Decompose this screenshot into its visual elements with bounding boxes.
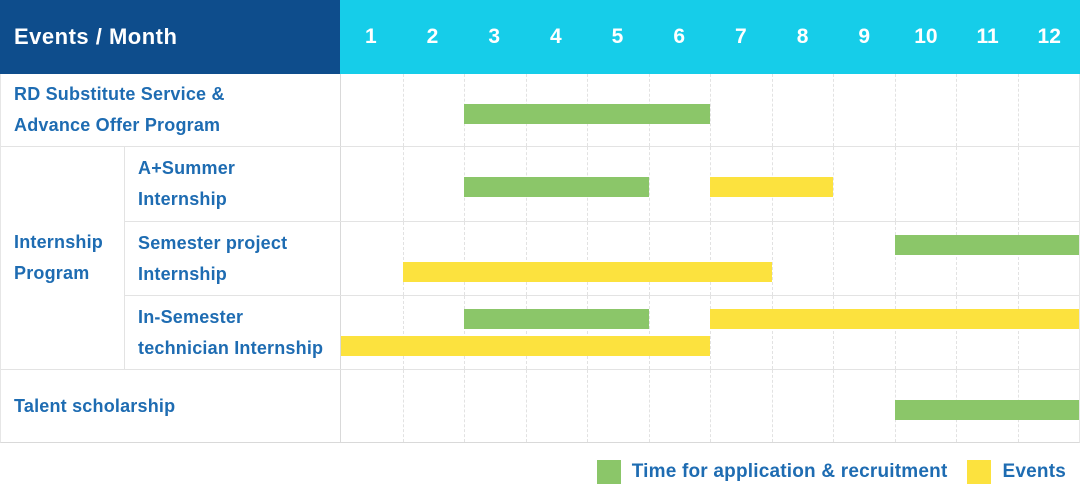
month-label: 6 xyxy=(673,25,686,48)
table-row: In-Semester technician Internship xyxy=(124,295,1079,369)
row-line: RD Substitute Service & Advance Offer Pr… xyxy=(1,74,1079,146)
gantt-bar-green xyxy=(894,400,1079,420)
row-label: A+Summer Internship xyxy=(124,147,340,221)
month-gridline xyxy=(525,222,527,295)
legend-item: Events xyxy=(967,460,1066,484)
month-gridline xyxy=(771,296,773,369)
month-gridline xyxy=(894,222,896,295)
month-gridline xyxy=(648,222,650,295)
legend-label: Events xyxy=(1002,461,1066,482)
month-label: 12 xyxy=(1037,25,1061,48)
month-gridline xyxy=(894,74,896,146)
legend-swatch-yellow xyxy=(967,460,992,484)
month-label: 4 xyxy=(550,25,562,48)
month-gridline xyxy=(956,147,957,221)
month-gridline xyxy=(894,296,896,369)
month-gridline xyxy=(710,222,711,295)
month-label: 5 xyxy=(611,25,624,48)
row-label: Talent scholarship xyxy=(14,395,176,416)
legend-item: Time for application & recruitment xyxy=(596,460,948,484)
gantt-bar-green xyxy=(464,177,649,197)
row-chart-area xyxy=(340,222,1079,295)
month-gridline xyxy=(833,296,834,369)
row-chart-area xyxy=(340,370,1079,442)
month-gridline xyxy=(710,296,711,369)
month-label: 1 xyxy=(364,25,377,48)
month-label: 9 xyxy=(858,25,871,48)
month-gridline xyxy=(587,370,588,442)
month-gridline xyxy=(587,222,588,295)
month-label: 10 xyxy=(914,25,938,48)
month-label: 2 xyxy=(426,25,439,48)
header-title: Events / Month xyxy=(0,0,340,74)
legend-swatch-green xyxy=(596,460,621,484)
month-gridline xyxy=(833,74,834,146)
month-label: 3 xyxy=(488,25,501,48)
gantt-bar-green xyxy=(464,104,710,124)
table-row: RD Substitute Service & Advance Offer Pr… xyxy=(1,74,1079,146)
month-gridline xyxy=(402,147,404,221)
month-label: 11 xyxy=(976,25,999,48)
month-gridline xyxy=(771,222,773,295)
table-row: Semester project Internship xyxy=(124,221,1079,295)
group-rows: A+Summer Internship Semester project Inte… xyxy=(124,147,1079,369)
month-gridline xyxy=(833,222,834,295)
month-gridline xyxy=(710,370,711,442)
table-body: RD Substitute Service & Advance Offer Pr… xyxy=(0,74,1080,443)
month-gridline xyxy=(894,147,896,221)
row-label: In-Semester technician Internship xyxy=(124,296,340,369)
month-gridline xyxy=(648,296,650,369)
month-label: 8 xyxy=(796,25,809,48)
month-gridline xyxy=(1017,74,1019,146)
row-label: Semester project Internship xyxy=(124,222,340,295)
month-gridline xyxy=(402,222,404,295)
month-gridline xyxy=(402,370,404,442)
events-month-table: Events / Month 1 2 3 4 5 6 7 8 9 10 11 12 RD Substi… xyxy=(0,0,1080,443)
month-gridline xyxy=(464,222,465,295)
gantt-bar-yellow xyxy=(341,336,710,356)
row-group-label: Internship Program xyxy=(14,232,104,283)
legend: Time for application & recruitment Events xyxy=(0,443,1080,494)
row-line: Talent scholarship xyxy=(1,370,1079,442)
month-gridline xyxy=(956,222,957,295)
row-chart-area xyxy=(340,74,1079,146)
month-gridline xyxy=(402,74,404,146)
month-gridline xyxy=(1017,147,1019,221)
month-gridline xyxy=(1017,222,1019,295)
month-gridline xyxy=(525,370,527,442)
month-gridline xyxy=(464,296,465,369)
month-label: 7 xyxy=(735,25,747,48)
row-chart-area xyxy=(340,296,1079,369)
month-gridline xyxy=(648,147,650,221)
month-gridline xyxy=(956,296,957,369)
legend-label: Time for application & recruitment xyxy=(631,461,948,482)
gantt-bar-yellow xyxy=(402,262,772,282)
month-gridline xyxy=(833,147,834,221)
row-chart-area xyxy=(340,147,1079,221)
gantt-bar-yellow xyxy=(710,309,1079,329)
month-gridline xyxy=(648,370,650,442)
table-row: Talent scholarship xyxy=(1,369,1079,442)
month-gridline xyxy=(771,74,773,146)
row-label: RD Substitute Service & Advance Offer Pr… xyxy=(14,84,225,135)
month-gridline xyxy=(710,74,711,146)
month-gridline xyxy=(956,74,957,146)
gantt-bar-green xyxy=(894,235,1079,255)
months-header: 1 2 3 4 5 6 7 8 9 10 11 12 xyxy=(340,0,1080,74)
month-gridline xyxy=(587,296,588,369)
table-row-group: Internship Program A+Summer Internship Sem… xyxy=(1,146,1079,369)
gantt-bar-green xyxy=(464,309,649,329)
month-gridline xyxy=(464,370,465,442)
month-gridline xyxy=(833,370,834,442)
month-gridline xyxy=(1017,296,1019,369)
table-header-row: Events / Month 1 2 3 4 5 6 7 8 9 10 11 12 xyxy=(0,0,1080,74)
month-gridline xyxy=(771,370,773,442)
month-gridline xyxy=(402,296,404,369)
table-row: A+Summer Internship xyxy=(124,147,1079,221)
month-gridline xyxy=(525,296,527,369)
gantt-bar-yellow xyxy=(710,177,833,197)
